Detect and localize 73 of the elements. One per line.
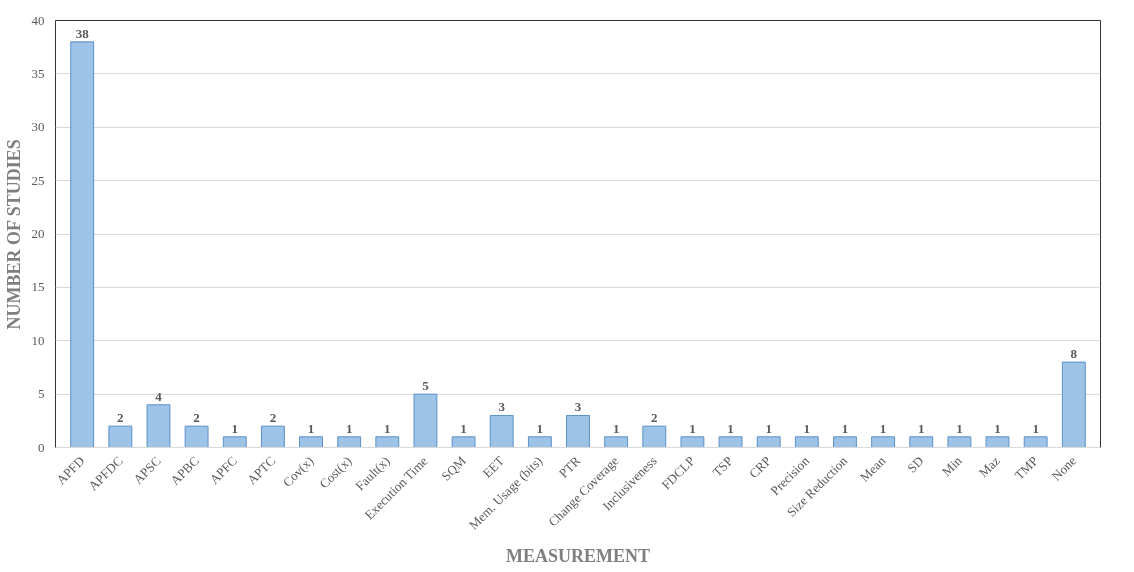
x-tick-label: Min — [938, 452, 966, 480]
data-label: 1 — [345, 420, 353, 436]
x-tick-label: PTR — [555, 452, 584, 481]
data-label: 1 — [384, 420, 391, 436]
bar — [1061, 361, 1086, 448]
bar — [375, 436, 400, 448]
data-label: 1 — [994, 420, 1001, 436]
data-label: 1 — [1032, 420, 1039, 436]
y-tick-label: 35 — [31, 65, 45, 81]
data-label: 2 — [269, 410, 277, 426]
data-label: 1 — [231, 420, 238, 436]
bar — [260, 425, 285, 448]
data-label: 2 — [117, 410, 124, 426]
x-tick-label: Maz — [975, 453, 1003, 481]
data-label: 2 — [651, 410, 658, 426]
bar — [108, 425, 133, 448]
data-label: 1 — [727, 420, 734, 436]
x-tick-label: CRP — [746, 453, 774, 482]
data-label: 1 — [879, 420, 887, 436]
bar — [337, 436, 362, 448]
data-label: 1 — [956, 420, 963, 436]
data-label: 3 — [498, 399, 506, 415]
bar — [451, 436, 476, 448]
bar — [718, 436, 743, 448]
bar — [909, 436, 934, 448]
bar — [794, 436, 819, 448]
y-tick-label: 0 — [38, 439, 45, 455]
bar — [222, 436, 247, 448]
y-tick-label: 30 — [31, 119, 45, 135]
data-label: 1 — [765, 420, 772, 436]
x-tick-label: EET — [479, 453, 508, 481]
y-tick-label: 5 — [38, 386, 45, 402]
data-label: 4 — [155, 388, 163, 404]
bar — [413, 393, 438, 448]
bar — [299, 436, 323, 448]
bar — [985, 436, 1010, 448]
bar — [871, 436, 896, 448]
data-label: 1 — [307, 420, 315, 436]
bar — [489, 414, 514, 448]
bar — [527, 436, 552, 448]
y-tick-label: 10 — [31, 332, 45, 348]
data-label: 1 — [803, 420, 811, 436]
data-label: 38 — [75, 25, 90, 41]
bar — [184, 425, 209, 448]
y-tick-label: 25 — [31, 172, 45, 188]
bar — [566, 414, 590, 448]
bar — [680, 436, 705, 448]
y-axis-title: NUMBER OF STUDIES — [3, 139, 24, 330]
bar — [756, 436, 781, 448]
y-tick-label: 20 — [31, 226, 45, 241]
bar — [947, 436, 972, 448]
y-tick-label: 15 — [31, 279, 45, 295]
bar — [642, 425, 667, 448]
data-label: 1 — [689, 420, 696, 436]
bar — [833, 436, 857, 448]
data-label: 1 — [841, 420, 849, 436]
x-tick-label: SD — [904, 453, 927, 476]
x-tick-label: TSP — [709, 453, 736, 480]
bar — [146, 404, 171, 448]
bar — [604, 436, 629, 448]
y-tick-label: 40 — [31, 12, 45, 28]
x-tick-label: TMP — [1011, 453, 1041, 483]
x-axis-title: MEASUREMENT — [506, 545, 651, 566]
data-label: 5 — [422, 378, 430, 394]
data-label: 2 — [193, 410, 200, 426]
bar — [70, 41, 95, 448]
data-label: 1 — [918, 420, 925, 436]
data-label: 1 — [536, 420, 544, 436]
data-label: 1 — [612, 420, 620, 436]
bar — [1023, 436, 1048, 448]
data-label: 3 — [574, 399, 582, 415]
data-label: 8 — [1070, 346, 1078, 362]
data-label: 1 — [460, 420, 467, 436]
